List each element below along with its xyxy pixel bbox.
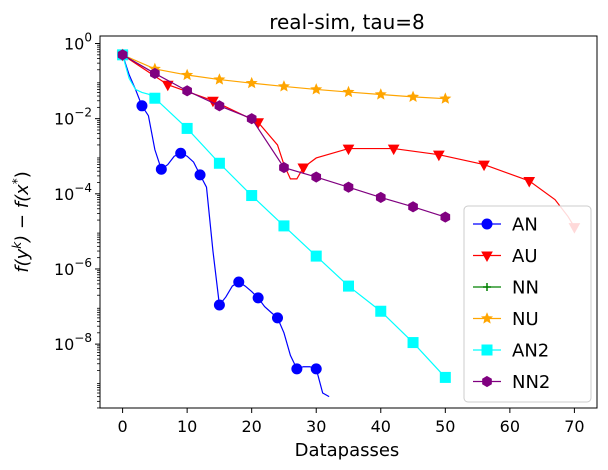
- data-point: [408, 201, 418, 213]
- legend-label: NN: [512, 278, 539, 299]
- data-point: [439, 92, 452, 104]
- data-point: [523, 176, 536, 188]
- data-point: [279, 161, 289, 174]
- x-tick-label: 0: [117, 417, 127, 436]
- x-tick-label: 10: [177, 417, 197, 436]
- series-an: [117, 49, 330, 398]
- legend-swatch-marker: [481, 344, 493, 356]
- data-point: [375, 191, 386, 204]
- data-point: [214, 100, 225, 112]
- data-point: [252, 292, 264, 304]
- data-point: [246, 190, 258, 202]
- y-axis-label-sup2: *: [10, 178, 24, 184]
- legend: AN AU NN NU AN2 NN2: [463, 205, 592, 403]
- data-point: [155, 163, 167, 175]
- legend-label: NN2: [512, 372, 550, 393]
- data-point: [310, 363, 322, 375]
- data-point: [342, 85, 355, 98]
- legend-item: NN: [473, 278, 539, 299]
- x-tick-label: 50: [435, 417, 455, 436]
- data-point: [117, 49, 128, 61]
- data-point: [175, 147, 187, 159]
- series-nn2: [117, 49, 451, 223]
- data-point: [181, 122, 193, 134]
- y-tick-label: 10−8: [54, 331, 92, 354]
- legend-swatch-marker: [483, 283, 491, 291]
- legend-label: AN2: [512, 341, 549, 362]
- legend-item: AU: [473, 246, 538, 267]
- x-tick-label: 20: [242, 417, 262, 436]
- data-point: [233, 276, 245, 288]
- data-point: [311, 171, 322, 183]
- chart-title: real-sim, tau=8: [269, 10, 425, 34]
- legend-item: NN2: [473, 372, 550, 393]
- data-point: [343, 280, 354, 292]
- legend-swatch-marker: [481, 312, 493, 324]
- data-point: [161, 80, 174, 92]
- y-tick-label: 100: [64, 31, 92, 54]
- x-tick-label: 30: [306, 417, 326, 436]
- y-axis-label-f1: f(y: [12, 248, 33, 272]
- data-point: [310, 83, 323, 95]
- data-point: [478, 160, 490, 172]
- data-point: [246, 113, 257, 125]
- data-point: [375, 305, 387, 317]
- data-point: [150, 67, 160, 79]
- plot-area: [99, 35, 598, 409]
- axes-frame: [99, 35, 598, 409]
- legend-swatch-marker: [481, 218, 493, 230]
- data-point: [310, 250, 322, 262]
- data-point: [277, 80, 290, 92]
- series-layer: [116, 48, 581, 398]
- legend-item: AN: [473, 215, 538, 236]
- x-tick-label: 70: [564, 417, 584, 436]
- ticks-layer: 0 10 20 30 40 50 60 70 100 10−2 10−4 10−6 10−8: [54, 31, 585, 436]
- data-point: [407, 337, 419, 349]
- data-point: [439, 371, 451, 383]
- y-tick-label: 10−4: [54, 181, 92, 204]
- legend-item: NU: [473, 309, 539, 330]
- x-tick-label: 60: [500, 417, 520, 436]
- data-point: [213, 299, 225, 311]
- data-point: [342, 144, 355, 156]
- data-point: [440, 211, 451, 223]
- data-point: [387, 144, 400, 156]
- data-point: [272, 312, 283, 324]
- y-tick-label: 10−2: [54, 106, 92, 129]
- y-axis-label-mid: ) − f(x: [12, 184, 33, 244]
- legend-label: AU: [512, 246, 538, 267]
- data-point: [433, 150, 445, 162]
- data-point: [291, 363, 303, 375]
- x-tick-label: 40: [371, 417, 391, 436]
- data-point: [181, 68, 194, 81]
- legend-swatch-marker: [482, 375, 492, 388]
- legend-label: NU: [512, 309, 539, 330]
- data-point: [407, 90, 420, 102]
- data-point: [149, 92, 161, 104]
- data-point: [245, 76, 258, 89]
- x-axis-label: Datapasses: [295, 440, 400, 461]
- legend-swatch-marker: [481, 251, 493, 263]
- data-point: [194, 169, 206, 181]
- legend-item: AN2: [473, 341, 549, 362]
- data-point: [297, 163, 310, 175]
- y-axis-label-sup1: k: [10, 241, 24, 249]
- legend-label: AN: [512, 215, 538, 236]
- data-point: [213, 157, 225, 169]
- data-point: [182, 85, 192, 97]
- series-nu: [116, 48, 452, 104]
- y-axis-label: f(yk) − f(x*): [10, 171, 33, 273]
- y-tick-label: 10−6: [54, 256, 92, 279]
- data-point: [213, 73, 226, 85]
- y-axis-label-end: ): [12, 171, 33, 178]
- data-point: [136, 100, 148, 112]
- data-point: [278, 220, 290, 232]
- data-point: [374, 88, 387, 100]
- data-point: [343, 181, 354, 193]
